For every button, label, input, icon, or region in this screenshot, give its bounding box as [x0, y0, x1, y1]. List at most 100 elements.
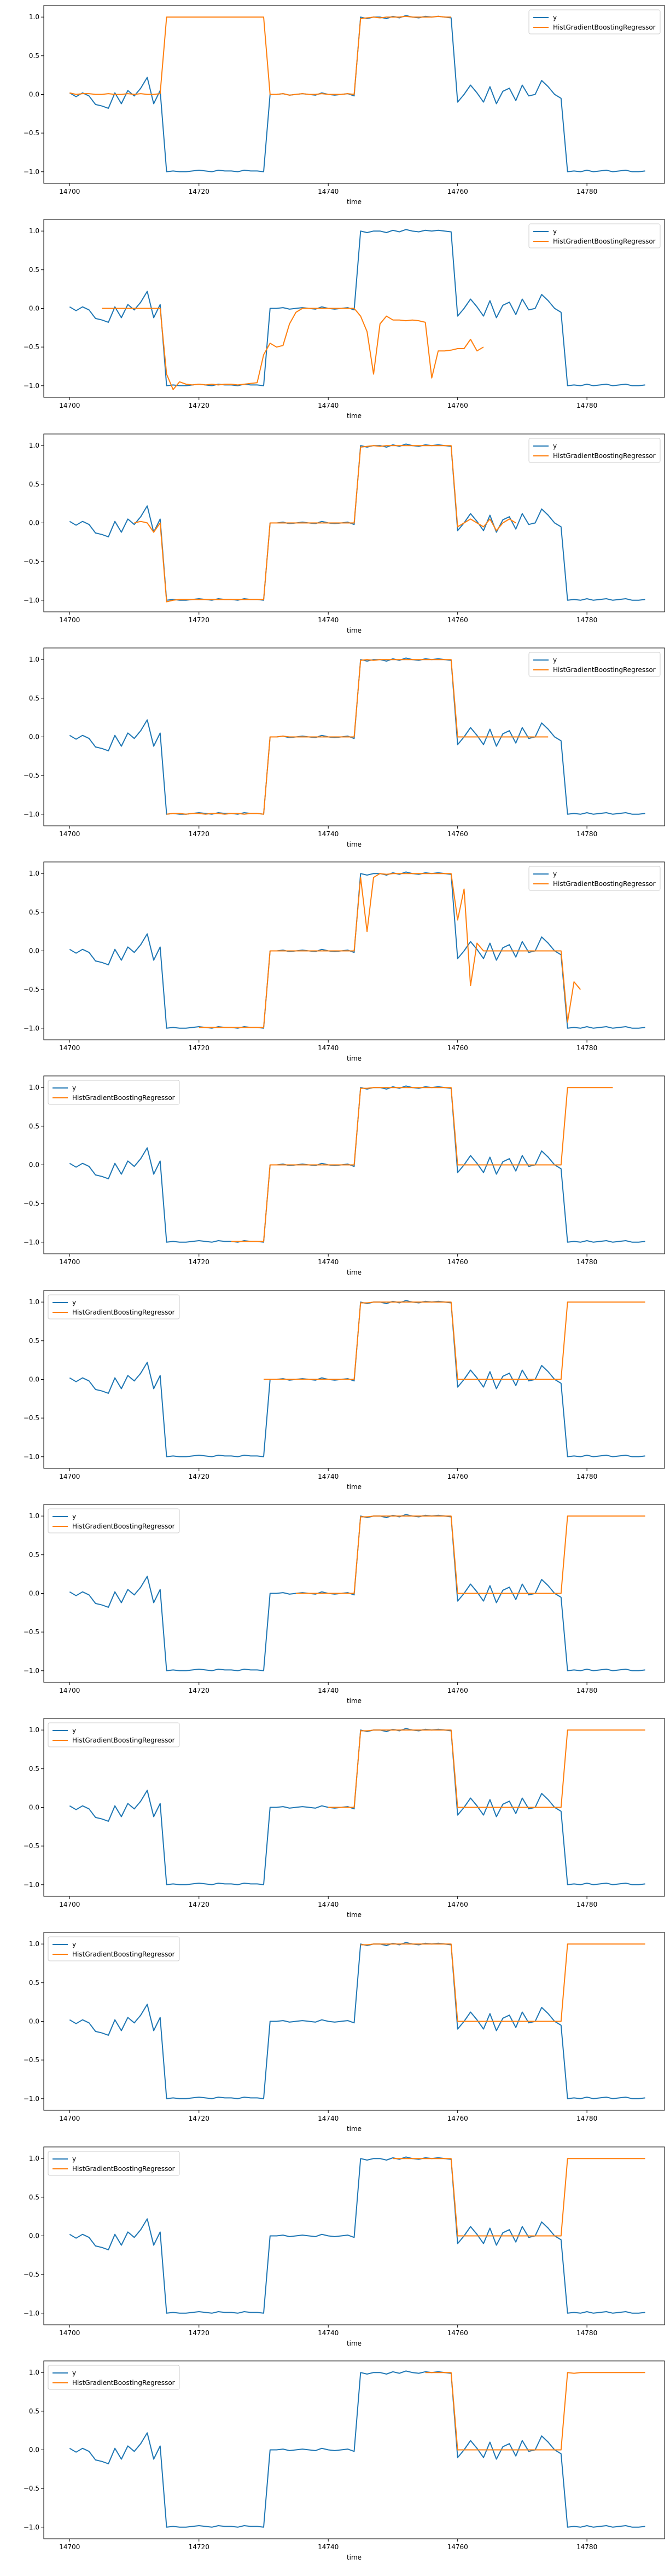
x-tick-label: 14700 [59, 1258, 80, 1266]
y-tick-label: −0.5 [24, 986, 39, 993]
series-line-y [69, 2156, 645, 2314]
x-tick-label: 14720 [189, 2115, 209, 2122]
x-tick-label: 14720 [189, 188, 209, 195]
y-tick-label: 1.0 [29, 227, 39, 235]
series-line-model [264, 1301, 645, 1380]
axes-frame [43, 1932, 665, 2111]
legend: y HistGradientBoostingRegressor [48, 1722, 180, 1747]
y-tick-label: 0.0 [29, 91, 39, 99]
legend-label-model: HistGradientBoostingRegressor [72, 1094, 175, 1102]
y-tick-label: 1.0 [29, 2155, 39, 2162]
chart-svg-12: 14700 14720 14740 14760 14780 1.0 0.5 0.0 −0.5 −1… [24, 2360, 665, 2561]
series-line-model [102, 308, 484, 391]
x-tick-label: 14740 [318, 2543, 339, 2551]
x-tick-label: 14740 [318, 1044, 339, 1052]
x-axis-label: time [347, 2125, 362, 2133]
chart-panel-3: 14700 14720 14740 14760 14780 1.0 0.5 0.0 −0.5 −1… [0, 433, 670, 647]
x-tick-label: 14780 [576, 2543, 597, 2551]
x-tick-label: 14720 [189, 2329, 209, 2337]
legend-label-y: y [72, 1513, 76, 1520]
x-tick-label: 14720 [189, 402, 209, 409]
y-tick-label: 1.0 [29, 1084, 39, 1091]
legend-box [48, 1294, 180, 1319]
x-tick-label: 14760 [447, 616, 468, 624]
y-tick-label: 0.0 [29, 1589, 39, 1597]
series-line-model [425, 2371, 645, 2451]
y-tick-label: 0.5 [29, 694, 39, 702]
series-line-y [69, 229, 645, 387]
series-line-model [199, 873, 581, 1028]
y-tick-label: 1.0 [29, 656, 39, 663]
x-tick-label: 14760 [447, 830, 468, 838]
legend-label-y: y [72, 2369, 76, 2377]
y-tick-label: 1.0 [29, 442, 39, 449]
y-tick-label: −1.0 [24, 168, 39, 176]
y-tick-label: 0.5 [29, 1979, 39, 1987]
x-tick-label: 14740 [318, 1901, 339, 1908]
y-tick-label: 0.0 [29, 2446, 39, 2453]
legend-box [528, 9, 661, 34]
x-tick-label: 14720 [189, 1901, 209, 1908]
chart-panel-10: 14700 14720 14740 14760 14780 1.0 0.5 0.0 −0.5 −1… [0, 1931, 670, 2145]
legend: y HistGradientBoostingRegressor [528, 223, 661, 248]
chart-svg-8: 14700 14720 14740 14760 14780 1.0 0.5 0.0 −0.5 −1… [24, 1504, 665, 1705]
series-line-model [134, 444, 516, 603]
chart-panel-4: 14700 14720 14740 14760 14780 1.0 0.5 0.0 −0.5 −1… [0, 647, 670, 861]
legend: y HistGradientBoostingRegressor [48, 2365, 180, 2390]
legend-label-y: y [553, 656, 557, 664]
y-tick-label: −0.5 [24, 558, 39, 565]
legend-box [528, 438, 661, 462]
x-tick-label: 14760 [447, 1687, 468, 1694]
x-tick-label: 14700 [59, 1473, 80, 1480]
chart-svg-7: 14700 14720 14740 14760 14780 1.0 0.5 0.0 −0.5 −1… [24, 1290, 665, 1491]
y-tick-label: 0.5 [29, 1551, 39, 1559]
x-tick-label: 14700 [59, 1901, 80, 1908]
y-tick-label: −1.0 [24, 2523, 39, 2531]
legend: y HistGradientBoostingRegressor [48, 1508, 180, 1533]
x-tick-label: 14700 [59, 402, 80, 409]
y-tick-label: −0.5 [24, 2271, 39, 2278]
chart-panel-5: 14700 14720 14740 14760 14780 1.0 0.5 0.0 −0.5 −1… [0, 861, 670, 1075]
series-line-y [69, 1942, 645, 2100]
series-line-y [69, 2370, 645, 2528]
x-tick-label: 14780 [576, 2115, 597, 2122]
x-tick-label: 14780 [576, 830, 597, 838]
x-tick-label: 14700 [59, 188, 80, 195]
y-tick-label: 0.0 [29, 947, 39, 955]
series-line-y [69, 443, 645, 601]
x-tick-label: 14780 [576, 1044, 597, 1052]
series-line-y [69, 1514, 645, 1671]
axes-frame [43, 1075, 665, 1254]
y-tick-label: −0.5 [24, 129, 39, 137]
y-tick-label: 1.0 [29, 1940, 39, 1948]
x-axis-label: time [347, 2554, 362, 2561]
x-tick-label: 14760 [447, 2329, 468, 2337]
y-tick-label: 0.0 [29, 733, 39, 740]
x-tick-label: 14740 [318, 1473, 339, 1480]
x-tick-label: 14780 [576, 2329, 597, 2337]
series-line-y [69, 1299, 645, 1457]
legend-label-model: HistGradientBoostingRegressor [553, 238, 656, 245]
x-axis-label: time [347, 1697, 362, 1705]
x-tick-label: 14760 [447, 188, 468, 195]
legend-box [48, 1722, 180, 1747]
axes-frame [43, 861, 665, 1040]
legend-label-y: y [72, 1299, 76, 1306]
series-line-model [328, 1729, 645, 1808]
chart-svg-5: 14700 14720 14740 14760 14780 1.0 0.5 0.0 −0.5 −1… [24, 861, 665, 1062]
y-tick-label: 1.0 [29, 1298, 39, 1306]
x-tick-label: 14780 [576, 188, 597, 195]
y-tick-label: 1.0 [29, 2369, 39, 2376]
y-tick-label: 0.0 [29, 2018, 39, 2025]
legend-label-model: HistGradientBoostingRegressor [553, 452, 656, 460]
y-tick-label: −1.0 [24, 1024, 39, 1032]
x-axis-label: time [347, 2340, 362, 2347]
axes-frame [43, 1290, 665, 1468]
x-axis-label: time [347, 1483, 362, 1491]
legend-label-y: y [553, 228, 557, 235]
x-tick-label: 14780 [576, 1473, 597, 1480]
y-tick-label: −1.0 [24, 382, 39, 390]
axes-frame [43, 2360, 665, 2539]
x-tick-label: 14760 [447, 2115, 468, 2122]
